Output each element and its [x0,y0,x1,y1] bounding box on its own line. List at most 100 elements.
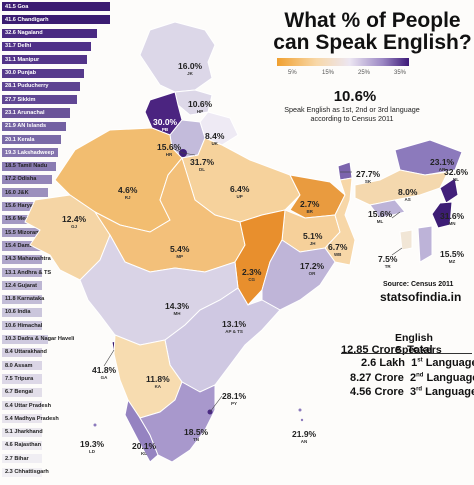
map-label: 20.1% KL [132,441,157,457]
map-label: 15.5% MZ [440,250,464,265]
map-label-state-code: PY [231,401,238,406]
map-label-state-code: UK [211,141,218,146]
map-label-percent: 12.4% [62,214,87,224]
map-label: 16.0% JK [178,61,203,77]
map-label: 15.6% HR [157,142,182,158]
map-label: 5.1% JH [303,231,323,247]
map-label-percent: 7.5% [378,254,398,264]
map-label: 14.3% MH [165,301,190,317]
map-label: 2.3% CG [242,268,261,283]
map-label-state-code: BR [306,209,313,214]
ranking-bar: 41.5 Goa [2,2,110,12]
region-nl [439,177,459,204]
chart-title: What % of People can Speak English? [273,9,472,54]
map-label: 15.6% ML [368,210,392,225]
map-label: 6.4% UP [230,185,249,200]
map-label-percent: 31.6% [440,211,465,221]
map-label-state-code: GA [100,375,108,380]
map-label-state-code: RJ [124,195,131,200]
map-label-percent: 18.5% [184,427,209,437]
map-label-state-code: KL [141,451,148,456]
ranking-bar: 16.0 J&K [2,188,49,198]
ranking-bar: 15.5 Mizoram [2,228,46,238]
map-label-percent: 5.4% [170,244,190,254]
map-label: 11.8% KA [146,375,170,390]
map-label: 13.1% AP & TS [222,319,247,335]
map-label: 28.1% PY [222,392,246,407]
map-label-percent: 14.3% [165,301,190,311]
ranking-bar: 19.3 Lakshadweep [2,148,59,158]
ranking-bar: 10.6 Himachal [2,321,42,331]
map-label: 17.2% OR [300,262,324,277]
legend-tick: 15% [322,70,335,76]
pointer-line [182,152,196,156]
ranking-bar: 28.1 Puducherry [2,81,80,91]
map-label: 2.7% BR [300,199,320,215]
region-ld [93,423,97,427]
speakers-label: Total [407,344,433,356]
subtitle-line: according to Census 2011 [310,113,394,123]
ordinal-suffix: st [417,357,423,364]
map-label-percent: 41.8% [92,365,117,375]
map-label-percent: 15.6% [157,142,182,152]
map-label-percent: 20.1% [132,441,157,451]
map-label-state-code: ML [376,219,384,224]
map-label-state-code: MP [176,254,184,259]
map-label-percent: 32.6% [444,167,469,177]
map-label: 32.6% NL [444,167,469,183]
source-note: Source: Census 2011 [383,281,454,288]
map-label-state-code: GJ [71,224,78,229]
map-label-state-code: MN [448,221,456,226]
speakers-row-total: 12.85 Crore Total [341,344,433,356]
legend-tick: 35% [394,70,407,76]
map-label: 19.3% LD [80,439,105,455]
ranking-bar: 27.7 Sikkim [2,95,77,105]
map-label: 8.0% AS [398,188,417,203]
map-label-percent: 16.0% [178,61,203,71]
ranking-bar: 15.4 Daman & Diu [2,241,52,251]
ranking-bar: 12.4 Gujarat [2,281,42,291]
map-label-percent: 23.1% [430,157,455,167]
map-label-state-code: SK [364,179,372,184]
ranking-bar: 5.1 Jharkhand [2,427,43,437]
map-label: 12.4% GJ [62,214,87,230]
ranking-bar: 6.4 Uttar Pradesh [2,401,51,411]
map-label-percent: 2.7% [300,199,320,209]
map-label-percent: 21.9% [292,429,317,439]
map-label-percent: 6.7% [328,242,348,252]
map-label-state-code: AP & TS [225,329,243,334]
map-label-state-code: WB [333,252,342,257]
ranking-bar: 11.8 Karnataka [2,294,44,304]
national-average: 10.6% [333,88,377,105]
map-label-state-code: AR [438,167,446,172]
ranking-bar: 2.3 Chhattisgarh [2,467,49,477]
map-label-percent: 5.1% [303,231,323,241]
speakers-ordinal: 2 [409,372,417,384]
map-label-percent: 19.3% [80,439,105,449]
map-label-state-code: LD [89,449,96,454]
ordinal-suffix: nd [416,372,424,379]
region-mz [417,225,433,263]
map-label: 30.0% PB [153,118,177,133]
map-label-state-code: TN [193,437,200,442]
map-label: 10.6% HP [188,100,212,115]
map-label-state-code: JK [187,71,193,76]
map-label-percent: 13.1% [222,319,247,329]
pointer-line [391,247,403,256]
map-label-state-code: UP [236,194,243,199]
speakers-value: 2.6 Lakh [361,357,406,369]
ranking-bar: 15.6 Haryana [2,201,48,211]
region-tn [139,381,216,463]
map-label-state-code: CG [248,277,256,282]
map-label-state-code: MH [173,311,181,316]
speakers-value: 4.56 Crore [350,386,404,398]
region-tr [399,229,413,251]
speakers-value: 12.85 Crore [341,344,401,356]
map-label: 23.1% AR [430,157,455,173]
map-label-state-code: PB [161,127,169,132]
map-label-state-code: HP [196,109,204,114]
ranking-bar: 15.6 Meghalaya [2,214,47,224]
ranking-bar: 23.1 Arunachal [2,108,71,118]
map-label: 31.7% DL [190,158,214,173]
map-label: 27.7% SK [356,170,380,185]
